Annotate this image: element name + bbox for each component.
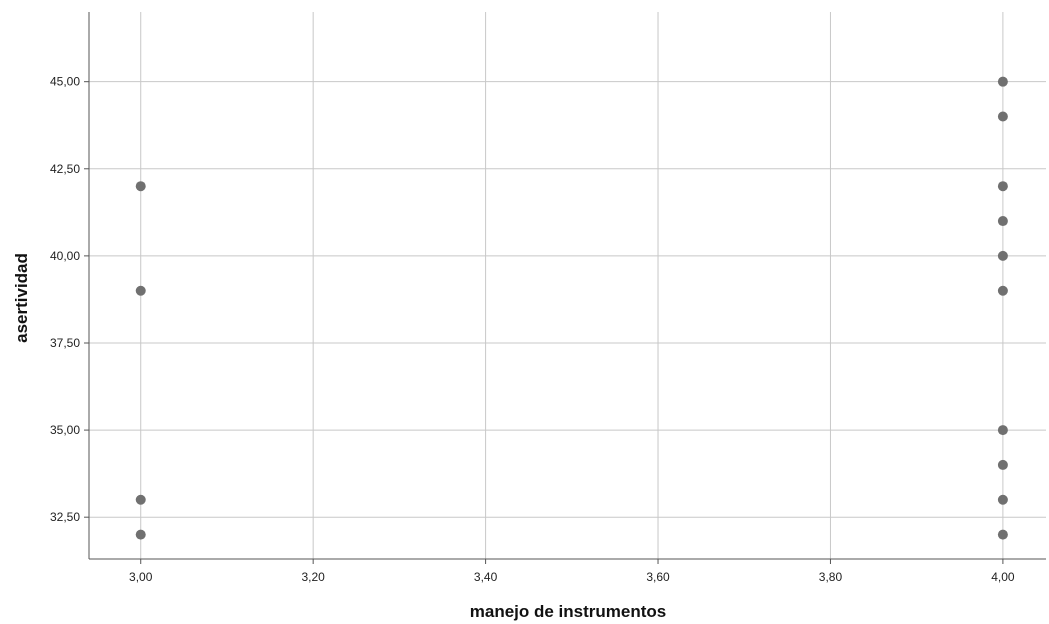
- x-tick-label: 3,80: [819, 570, 843, 584]
- data-point: [997, 111, 1008, 122]
- y-tick-label: 40,00: [50, 249, 80, 263]
- y-tick-label: 35,00: [50, 423, 80, 437]
- ticks: 3,00 3,20 3,40 3,60 3,80 4,00 32,50 35,00 37,50 4…: [50, 75, 1015, 584]
- data-point: [997, 494, 1008, 505]
- axes: [88, 12, 1046, 560]
- data-point: [135, 529, 146, 540]
- data-points: [135, 76, 1008, 540]
- x-tick-label: 3,40: [474, 570, 498, 584]
- y-tick-label: 37,50: [50, 336, 80, 350]
- x-tick-label: 3,20: [301, 570, 325, 584]
- x-tick-label: 4,00: [991, 570, 1015, 584]
- data-point: [997, 529, 1008, 540]
- y-tick-label: 45,00: [50, 75, 80, 89]
- x-axis-title: manejo de instrumentos: [470, 602, 666, 621]
- data-point: [997, 250, 1008, 261]
- data-point: [997, 216, 1008, 227]
- data-point: [135, 285, 146, 296]
- y-tick-label: 32,50: [50, 510, 80, 524]
- y-tick-label: 42,50: [50, 162, 80, 176]
- data-point: [997, 76, 1008, 87]
- y-axis-title: asertividad: [12, 253, 31, 343]
- x-tick-label: 3,00: [129, 570, 153, 584]
- data-point: [135, 494, 146, 505]
- data-point: [997, 181, 1008, 192]
- data-point: [997, 285, 1008, 296]
- data-point: [997, 459, 1008, 470]
- x-tick-label: 3,60: [646, 570, 670, 584]
- data-point: [135, 181, 146, 192]
- data-point: [997, 425, 1008, 436]
- grid-lines: [89, 12, 1046, 559]
